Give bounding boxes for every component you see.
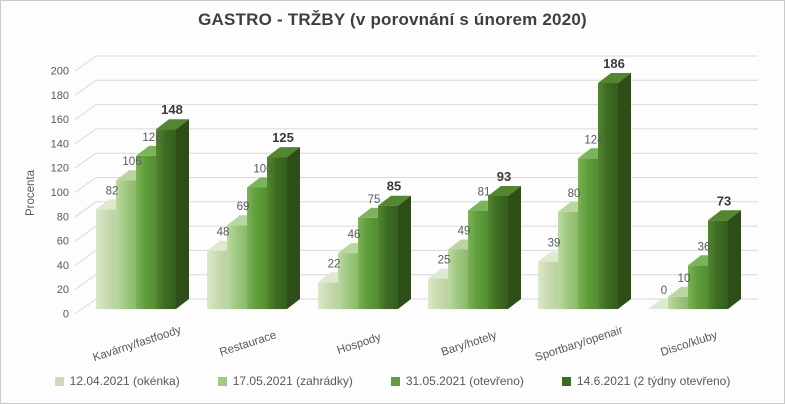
y-tick-label: 100 (51, 187, 69, 199)
y-tick-label: 20 (57, 284, 69, 296)
legend-marker-icon (217, 376, 227, 386)
value-label: 100 (253, 164, 272, 176)
category-label: Disco/kluby (659, 329, 719, 359)
legend-label: 31.05.2021 (otevřeno) (405, 374, 524, 388)
category-label: Kavárny/fastfoody (91, 324, 182, 364)
value-label: 73 (717, 193, 731, 208)
y-tick-label: 80 (57, 211, 69, 223)
legend-label: 14.6.2021 (2 týdny otevřeno) (576, 374, 731, 388)
value-label: 93 (497, 169, 511, 184)
gridline (74, 79, 758, 96)
legend-label: 12.04.2021 (okénka) (69, 374, 180, 388)
value-label: 39 (548, 238, 561, 250)
value-label: 22 (328, 258, 341, 270)
y-tick-label: 40 (57, 260, 69, 272)
y-tick-label: 120 (51, 163, 69, 175)
value-label: 81 (478, 187, 491, 199)
value-label: 148 (161, 102, 183, 117)
value-label: 124 (584, 134, 604, 146)
value-label: 80 (568, 188, 581, 200)
legend-marker-icon (561, 376, 571, 386)
y-axis-title: Procenta (25, 169, 37, 216)
legend-item-2: 17.05.2021 (zahrádky) (217, 374, 353, 388)
y-tick-label: 200 (51, 66, 69, 78)
bar-s4-c6 (708, 210, 741, 309)
category-label: Hospody (336, 331, 383, 357)
bar-s4-c2 (267, 147, 300, 309)
category-label: Sportbary/openair (534, 324, 625, 364)
chart-title: GASTRO - TRŽBY (v porovnání s únorem 202… (198, 10, 587, 29)
value-label: 25 (438, 255, 451, 267)
category-label: Restaurace (218, 329, 278, 359)
gridline (74, 128, 758, 145)
value-label: 49 (458, 226, 471, 238)
value-label: 126 (142, 132, 161, 144)
value-label: 75 (368, 194, 381, 206)
value-label: 69 (237, 201, 250, 213)
value-label: 106 (122, 156, 141, 168)
legend: 12.04.2021 (okénka) 17.05.2021 (zahrádky)… (1, 374, 784, 388)
y-tick-label: 160 (51, 114, 69, 126)
value-label: 0 (661, 285, 667, 297)
legend-item-4: 14.6.2021 (2 týdny otevřeno) (561, 374, 731, 388)
bar-s4-c3 (378, 195, 411, 309)
bar-s4-c4 (488, 186, 521, 309)
gridline (74, 152, 758, 169)
legend-item-1: 12.04.2021 (okénka) (54, 374, 180, 388)
value-label: 85 (387, 179, 401, 194)
legend-marker-icon (54, 376, 64, 386)
value-label: 186 (603, 56, 625, 71)
gridline (74, 104, 758, 121)
gridline (74, 177, 758, 193)
bar-s4-c5 (598, 73, 631, 309)
legend-item-3: 31.05.2021 (otevřeno) (390, 374, 524, 388)
legend-marker-icon (390, 376, 400, 386)
value-label: 125 (272, 130, 294, 145)
value-label: 10 (678, 273, 691, 285)
y-tick-label: 140 (51, 138, 69, 150)
category-label: Bary/hotely (440, 329, 499, 358)
y-tick-label: 180 (51, 90, 69, 102)
gridline (74, 201, 758, 218)
value-label: 36 (698, 241, 711, 253)
value-label: 46 (348, 229, 361, 241)
y-tick-label: 0 (63, 309, 69, 321)
bar-s4-c1 (156, 119, 189, 309)
value-label: 48 (217, 227, 230, 239)
legend-label: 17.05.2021 (zahrádky) (232, 374, 353, 388)
y-tick-label: 60 (57, 236, 69, 248)
gridline (74, 55, 758, 72)
value-label: 82 (106, 185, 119, 197)
